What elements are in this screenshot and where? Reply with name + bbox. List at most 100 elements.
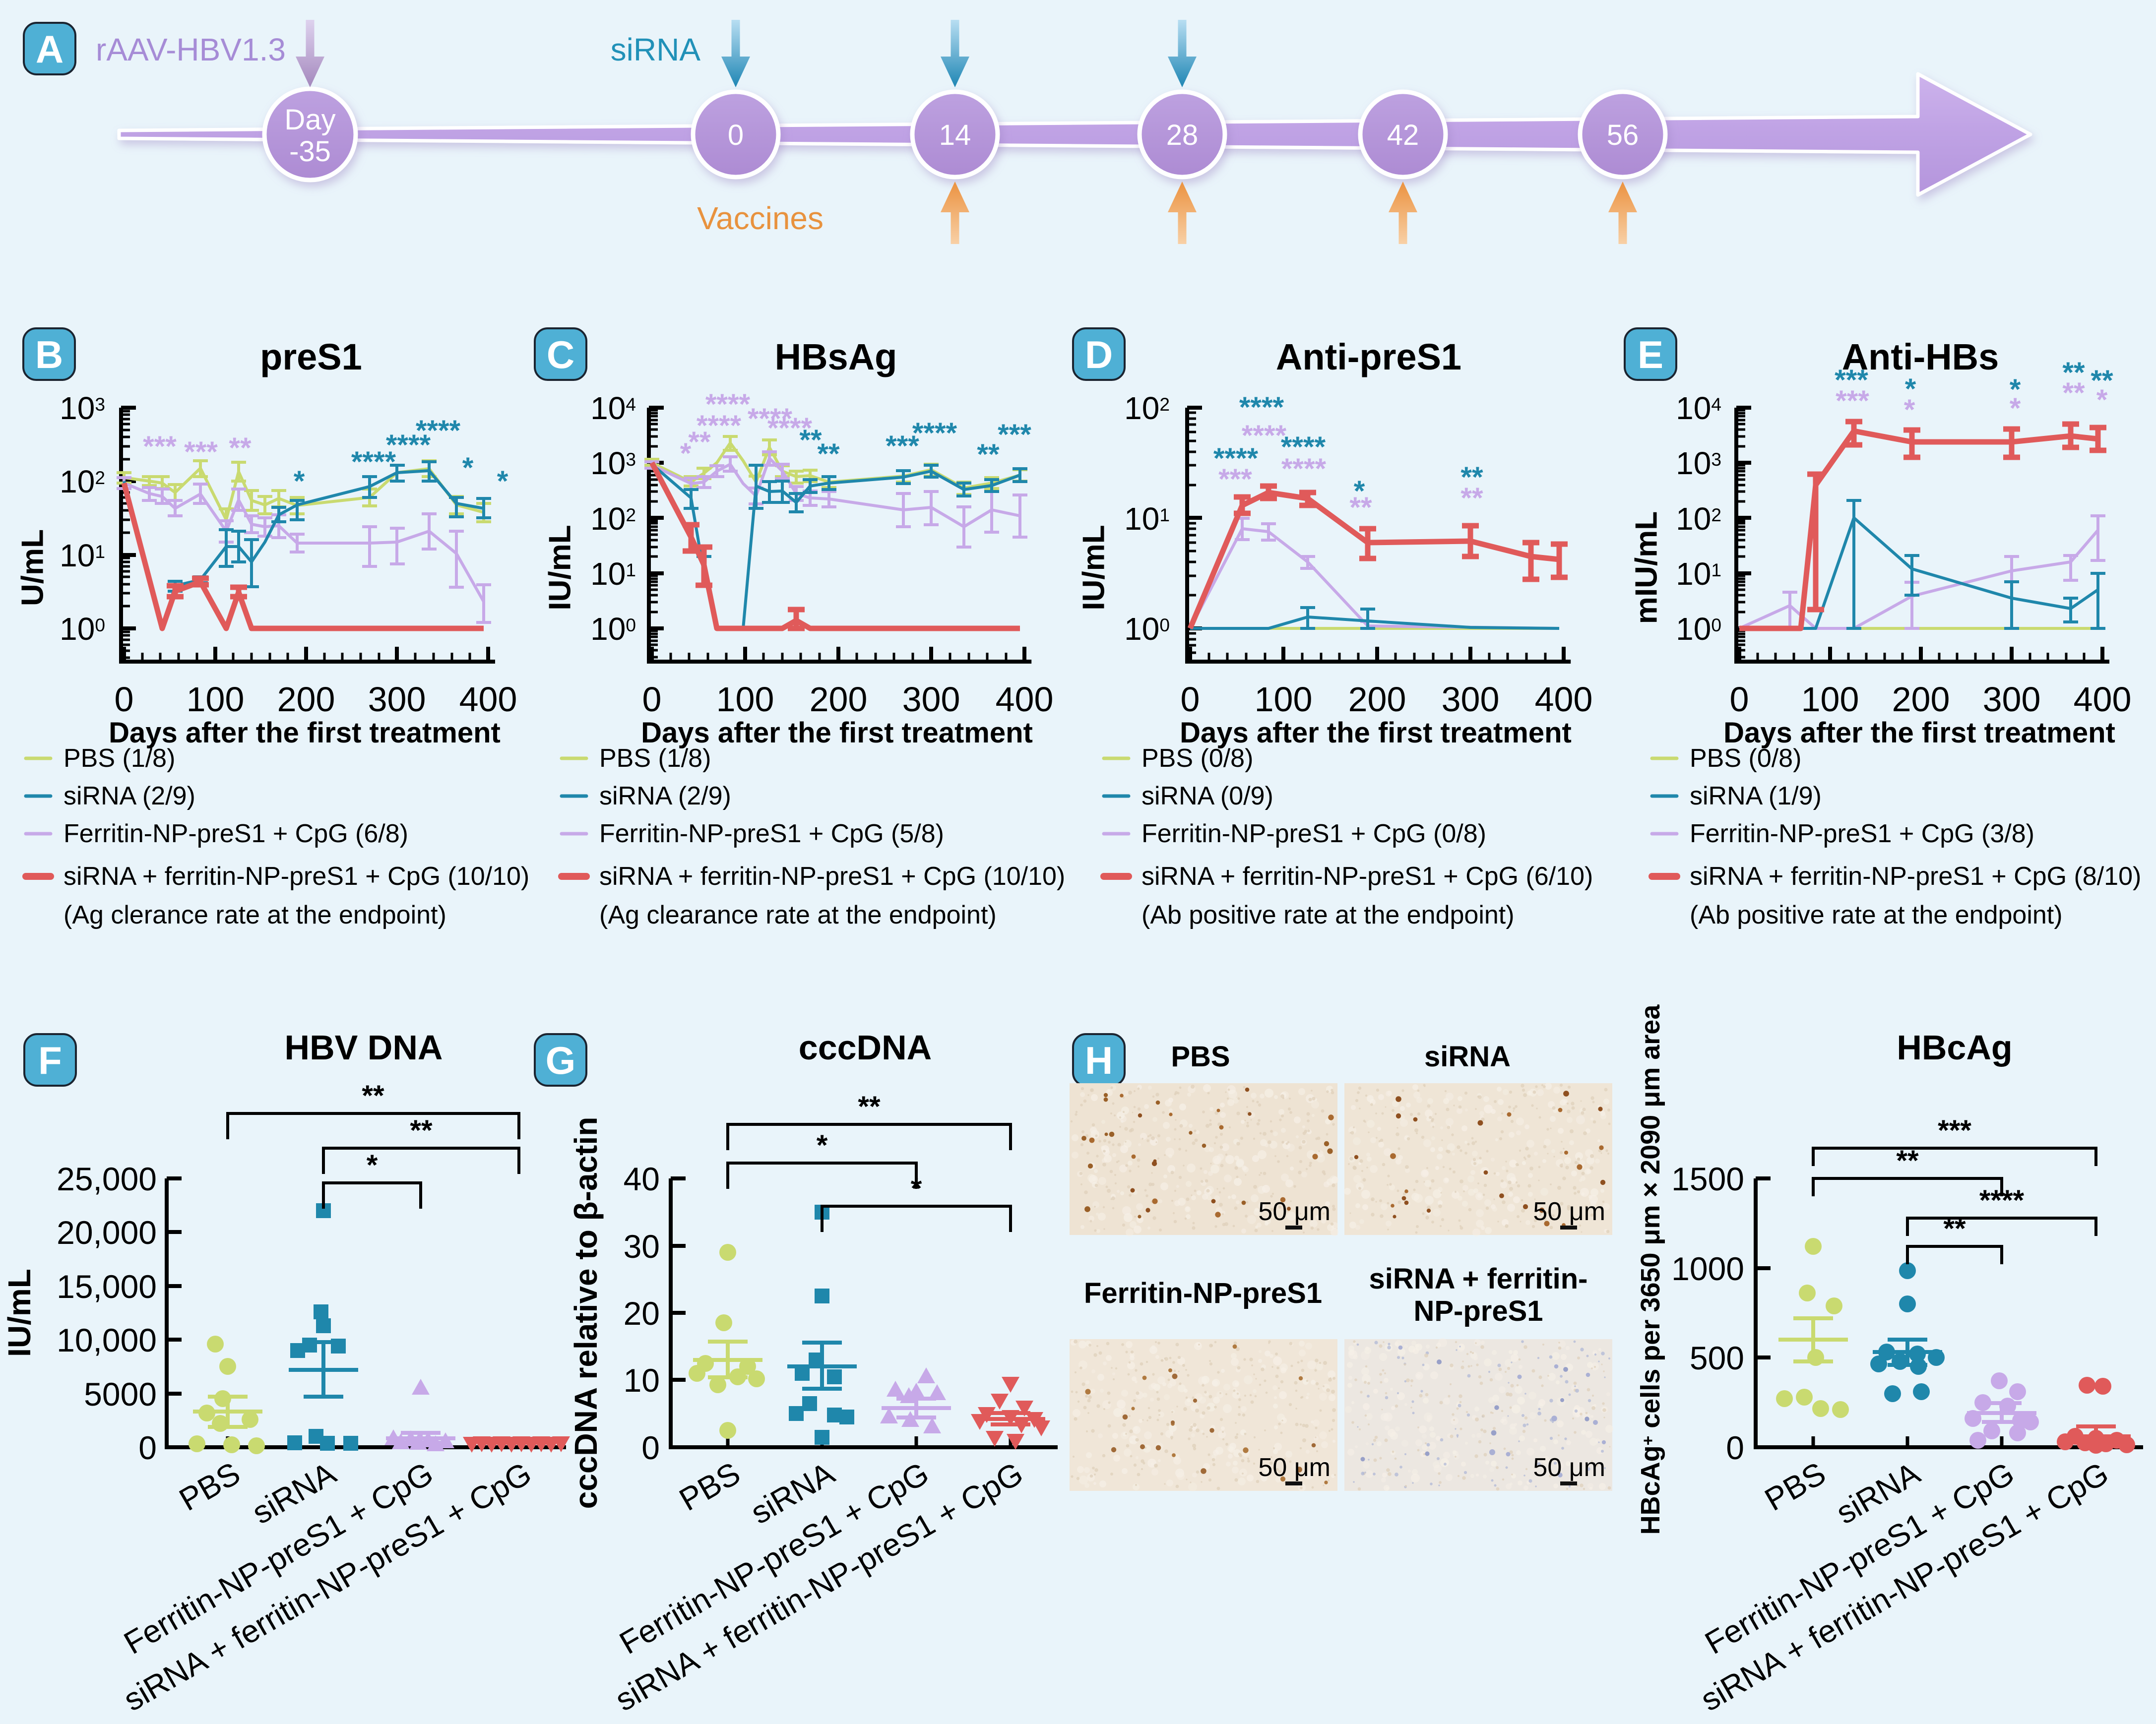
svg-text:***: *** — [1835, 364, 1868, 396]
svg-text:Ferritin-NP-preS1: Ferritin-NP-preS1 — [1084, 1277, 1322, 1309]
svg-text:10,000: 10,000 — [57, 1322, 157, 1358]
svg-text:50 μm: 50 μm — [1258, 1197, 1331, 1226]
svg-text:****: **** — [705, 388, 751, 421]
svg-text:PBS: PBS — [1759, 1455, 1832, 1518]
svg-text:HBV DNA: HBV DNA — [285, 1028, 443, 1067]
svg-text:**: ** — [1896, 1145, 1919, 1177]
svg-text:**: ** — [2062, 377, 2085, 409]
svg-text:*: * — [294, 465, 305, 497]
svg-text:Anti-preS1: Anti-preS1 — [1276, 336, 1461, 377]
svg-text:C: C — [547, 333, 574, 376]
svg-text:200: 200 — [810, 680, 868, 719]
svg-text:**: ** — [1460, 461, 1483, 493]
svg-text:0: 0 — [138, 1429, 157, 1466]
svg-text:**: ** — [799, 424, 822, 456]
svg-text:***: *** — [1836, 385, 1869, 417]
svg-text:B: B — [35, 333, 63, 376]
svg-text:1000: 1000 — [1671, 1250, 1744, 1287]
svg-text:104: 104 — [590, 390, 636, 426]
svg-text:****: **** — [1281, 453, 1327, 485]
svg-text:0: 0 — [1730, 680, 1749, 719]
svg-text:****: **** — [1239, 391, 1284, 424]
svg-text:****: **** — [1281, 431, 1326, 463]
svg-text:*: * — [2010, 392, 2021, 425]
svg-text:siRNA + ferritin-NP-preS1 + Cp: siRNA + ferritin-NP-preS1 + CpG (10/10) — [63, 862, 529, 891]
svg-text:Ferritin-NP-preS1 + CpG (6/8): Ferritin-NP-preS1 + CpG (6/8) — [63, 819, 408, 848]
svg-text:****: **** — [1242, 420, 1287, 452]
svg-text:PBS (1/8): PBS (1/8) — [599, 744, 711, 773]
svg-text:50 μm: 50 μm — [1533, 1453, 1605, 1482]
svg-text:15,000: 15,000 — [57, 1268, 157, 1305]
svg-text:mIU/mL: mIU/mL — [1630, 511, 1664, 624]
svg-text:F: F — [38, 1039, 62, 1082]
svg-text:100: 100 — [590, 611, 636, 647]
svg-text:200: 200 — [1348, 680, 1406, 719]
svg-text:500: 500 — [1690, 1340, 1744, 1376]
svg-text:300: 300 — [902, 680, 960, 719]
svg-text:siRNA (0/9): siRNA (0/9) — [1141, 782, 1273, 810]
svg-text:**: ** — [229, 432, 252, 464]
svg-text:100: 100 — [1124, 611, 1170, 647]
svg-text:****: **** — [767, 412, 813, 444]
svg-text:**: ** — [1349, 492, 1372, 524]
svg-text:PBS: PBS — [673, 1455, 746, 1518]
svg-text:*: * — [817, 1129, 828, 1162]
svg-text:400: 400 — [459, 680, 517, 719]
svg-text:****: **** — [1213, 442, 1259, 475]
svg-text:HBcAg: HBcAg — [1897, 1028, 2012, 1067]
svg-text:(Ab positive rate at the endpo: (Ab positive rate at the endpoint) — [1690, 901, 2063, 929]
svg-text:Ferritin-NP-preS1 + CpG (3/8): Ferritin-NP-preS1 + CpG (3/8) — [1690, 819, 2034, 848]
svg-text:400: 400 — [2074, 680, 2132, 719]
svg-text:siRNA (2/9): siRNA (2/9) — [63, 782, 195, 810]
svg-text:0: 0 — [1181, 680, 1200, 719]
svg-text:IU/mL: IU/mL — [543, 525, 577, 610]
svg-text:IU/mL: IU/mL — [1077, 525, 1111, 610]
svg-text:50 μm: 50 μm — [1258, 1453, 1331, 1482]
svg-text:E: E — [1638, 333, 1663, 376]
svg-text:***: *** — [143, 431, 177, 463]
svg-text:*: * — [462, 452, 474, 484]
svg-text:***: *** — [998, 419, 1031, 451]
svg-text:42: 42 — [1387, 119, 1419, 151]
svg-text:***: *** — [184, 436, 218, 468]
svg-text:**: ** — [688, 426, 711, 458]
svg-text:100: 100 — [1801, 680, 1859, 719]
svg-text:IU/mL: IU/mL — [1, 1269, 37, 1357]
svg-text:rAAV-HBV1.3: rAAV-HBV1.3 — [96, 32, 286, 67]
svg-text:20,000: 20,000 — [57, 1214, 157, 1251]
svg-text:*: * — [1905, 373, 1916, 405]
svg-text:Days after the first treatment: Days after the first treatment — [1723, 717, 2115, 749]
svg-text:5000: 5000 — [84, 1376, 157, 1413]
svg-text:siRNA + ferritin-NP-preS1 + Cp: siRNA + ferritin-NP-preS1 + CpG (10/10) — [599, 862, 1065, 891]
svg-text:Ferritin-NP-preS1 + CpG (5/8): Ferritin-NP-preS1 + CpG (5/8) — [599, 819, 944, 848]
svg-text:**: ** — [362, 1080, 384, 1112]
svg-text:Vaccines: Vaccines — [697, 200, 824, 236]
svg-text:101: 101 — [1124, 501, 1170, 537]
svg-text:siRNA (1/9): siRNA (1/9) — [1690, 782, 1822, 810]
svg-text:Days after the first treatment: Days after the first treatment — [641, 717, 1033, 749]
svg-text:101: 101 — [1676, 556, 1721, 592]
svg-text:cccDNA relative to β-actin: cccDNA relative to β-actin — [568, 1117, 604, 1509]
svg-text:HBcAg+ cells per 3650 μm × 209: HBcAg+ cells per 3650 μm × 2090 μm area — [1636, 1004, 1665, 1535]
svg-text:NP-preS1: NP-preS1 — [1413, 1295, 1543, 1327]
svg-text:*: * — [1354, 475, 1365, 507]
svg-text:104: 104 — [1676, 390, 1721, 426]
svg-text:Ferritin-NP-preS1 + CpG (0/8): Ferritin-NP-preS1 + CpG (0/8) — [1141, 819, 1486, 848]
svg-text:D: D — [1085, 333, 1113, 376]
svg-text:*: * — [680, 437, 692, 470]
svg-text:siRNA + ferritin-NP-preS1 + Cp: siRNA + ferritin-NP-preS1 + CpG (8/10) — [1690, 862, 2141, 891]
svg-text:Anti-HBs: Anti-HBs — [1842, 336, 1999, 377]
svg-text:400: 400 — [1535, 680, 1593, 719]
svg-text:***: *** — [886, 430, 919, 462]
svg-text:****: **** — [386, 429, 431, 461]
svg-text:40: 40 — [624, 1161, 660, 1197]
svg-text:**: ** — [817, 438, 840, 470]
svg-text:**: ** — [2091, 365, 2113, 397]
svg-text:H: H — [1085, 1039, 1113, 1082]
svg-text:300: 300 — [1442, 680, 1500, 719]
svg-text:103: 103 — [1676, 445, 1721, 481]
svg-text:*: * — [911, 1172, 922, 1205]
svg-text:HBsAg: HBsAg — [775, 336, 897, 377]
svg-text:G: G — [546, 1039, 576, 1082]
svg-text:100: 100 — [716, 680, 774, 719]
